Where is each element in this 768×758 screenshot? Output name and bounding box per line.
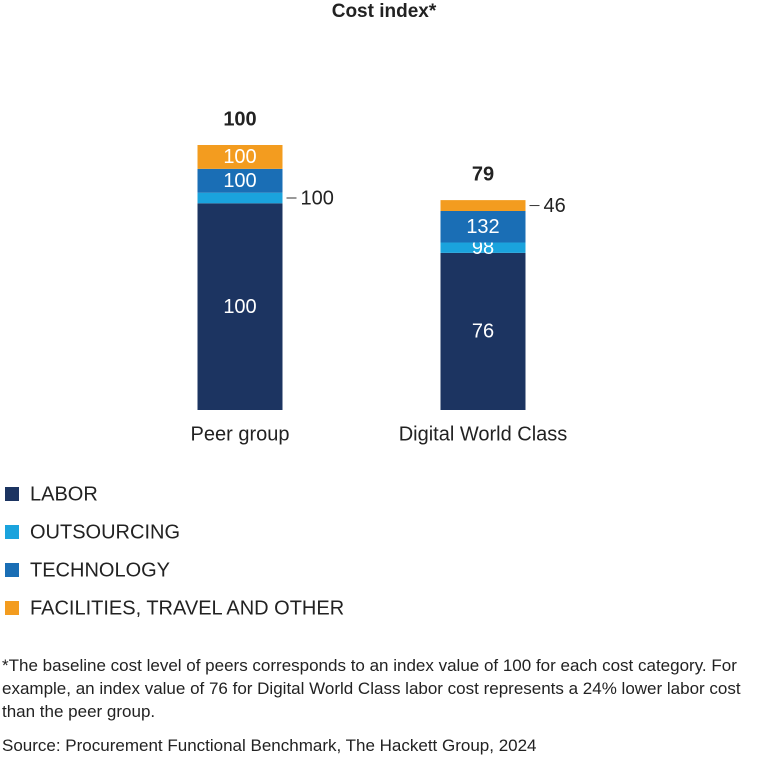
chart-title: Cost index* bbox=[332, 1, 437, 22]
source: Source: Procurement Functional Benchmark… bbox=[2, 736, 537, 755]
segment-label: 100 bbox=[223, 296, 256, 318]
bar-segment bbox=[197, 168, 283, 193]
legend-label: FACILITIES, TRAVEL AND OTHER bbox=[30, 597, 344, 619]
segment-label: 100 bbox=[223, 146, 256, 168]
bar-segment bbox=[197, 192, 283, 204]
footnote: *The baseline cost level of peers corres… bbox=[2, 656, 741, 721]
segment-label: 76 bbox=[472, 321, 494, 343]
bar-segment bbox=[197, 203, 283, 410]
bar-segment bbox=[440, 210, 526, 243]
segment-label: 100 bbox=[223, 170, 256, 192]
segment-label: 132 bbox=[466, 216, 499, 238]
legend-swatch bbox=[5, 487, 19, 501]
x-tick-label: Peer group bbox=[191, 423, 290, 445]
segment-label: 100 bbox=[301, 187, 334, 209]
bar-segment bbox=[440, 200, 526, 211]
legend-swatch bbox=[5, 601, 19, 615]
segment-label: 46 bbox=[544, 195, 566, 217]
total-label: 79 bbox=[472, 163, 494, 185]
legend-label: LABOR bbox=[30, 483, 98, 505]
legend-label: OUTSOURCING bbox=[30, 521, 180, 543]
bar-segment bbox=[440, 252, 526, 410]
bar-segment bbox=[197, 145, 283, 169]
bar-segment bbox=[440, 242, 526, 253]
legend-label: TECHNOLOGY bbox=[30, 559, 170, 581]
total-label: 100 bbox=[223, 108, 256, 130]
x-tick-label: Digital World Class bbox=[399, 423, 568, 445]
legend-swatch bbox=[5, 525, 19, 539]
legend-swatch bbox=[5, 563, 19, 577]
